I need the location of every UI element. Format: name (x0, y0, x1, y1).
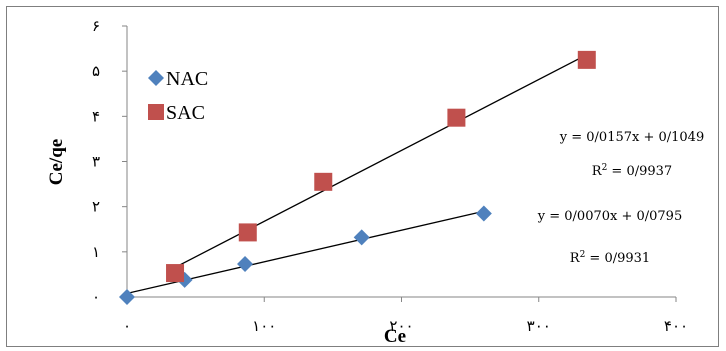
y-tick-label: ۵ (92, 62, 100, 80)
legend-label-sac: SAC (166, 102, 205, 124)
chart-frame (6, 6, 719, 347)
data-markers (119, 50, 596, 305)
data-point-sac (447, 108, 466, 127)
data-point-sac (314, 172, 333, 191)
data-point-sac (166, 264, 185, 283)
legend-label-nac: NAC (166, 68, 208, 90)
data-point-sac (577, 50, 596, 69)
y-tick-label: ۶ (92, 17, 100, 35)
nac-r2-value: 0/9931 (604, 251, 650, 266)
nac-equation: y = 0/0070x + 0/0795 (537, 209, 682, 224)
y-tick-label: ۲ (92, 198, 100, 216)
y-tick-label: ۱ (92, 243, 100, 261)
sac-r2: R2 = 0/9937 (592, 163, 672, 179)
y-tick-label: ۰ (92, 288, 100, 306)
data-point-nac (237, 256, 254, 273)
legend-marker-nac (148, 70, 164, 86)
sac-r2-value: 0/9937 (626, 164, 672, 179)
y-axis-title: Ce/qe (46, 139, 67, 185)
legend: NAC SAC (148, 68, 208, 124)
sac-equation: y = 0/0157x + 0/1049 (559, 130, 704, 145)
x-axis-ticks: ۰ ۱۰۰ ۲۰۰ ۳۰۰ ۴۰۰ (123, 297, 688, 335)
x-axis-title: Ce (384, 326, 406, 347)
nac-r2: R2 = 0/9931 (570, 250, 650, 266)
x-tick-label: ۳۰۰ (527, 317, 551, 335)
data-point-sac (238, 223, 257, 242)
legend-marker-sac (148, 104, 164, 120)
data-point-nac (119, 289, 135, 305)
x-tick-label: ۰ (123, 317, 131, 335)
y-tick-label: ۴ (92, 107, 100, 125)
y-axis-ticks: ۰ ۱ ۲ ۳ ۴ ۵ ۶ (92, 17, 127, 306)
y-tick-label: ۳ (92, 153, 100, 171)
data-point-nac (475, 205, 492, 222)
x-tick-label: ۱۰۰ (252, 317, 276, 335)
x-tick-label: ۲۰۰ (389, 317, 413, 335)
x-tick-label: ۴۰۰ (664, 317, 688, 335)
data-point-nac (353, 229, 370, 246)
